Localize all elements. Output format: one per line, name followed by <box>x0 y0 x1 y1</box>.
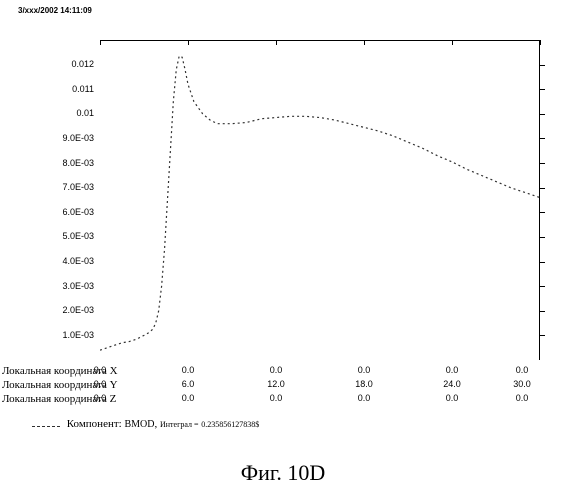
x-tick-mark <box>364 40 365 45</box>
y-tick-mark <box>540 335 545 336</box>
x-row-value: 0.0 <box>498 393 546 403</box>
y-tick-mark <box>540 138 545 139</box>
x-row-value: 0.0 <box>164 365 212 375</box>
x-row-value: 0.0 <box>164 393 212 403</box>
y-tick-mark <box>540 212 545 213</box>
y-tick-label: 2.0E-03 <box>0 305 94 315</box>
y-tick-mark <box>540 286 545 287</box>
x-row-value: 0.0 <box>340 393 388 403</box>
x-row-value: 30.0 <box>498 379 546 389</box>
y-tick-label: 9.0E-03 <box>0 133 94 143</box>
y-tick-label: 1.0E-03 <box>0 330 94 340</box>
series-line <box>100 56 540 350</box>
y-tick-label: 0.011 <box>0 84 94 94</box>
legend-integral-value: 0.235856127838$ <box>201 420 259 429</box>
x-row-value: 0.0 <box>76 379 124 389</box>
y-tick-mark <box>540 237 545 238</box>
x-row-value: 6.0 <box>164 379 212 389</box>
y-tick-mark <box>540 188 545 189</box>
legend-integral-label: Интеграл = <box>160 420 199 429</box>
x-tick-mark <box>276 40 277 45</box>
x-row-value: 0.0 <box>76 393 124 403</box>
y-tick-mark <box>540 114 545 115</box>
y-tick-label: 4.0E-03 <box>0 256 94 266</box>
y-tick-label: 0.01 <box>0 108 94 118</box>
legend-swatch <box>32 421 60 427</box>
chart-plot-area <box>100 40 540 360</box>
x-row-value: 0.0 <box>252 393 300 403</box>
x-row-value: 0.0 <box>498 365 546 375</box>
y-tick-mark <box>540 262 545 263</box>
x-tick-mark <box>100 40 101 45</box>
x-tick-mark <box>188 40 189 45</box>
x-row-value: 18.0 <box>340 379 388 389</box>
figure-caption: Фиг. 10D <box>0 460 566 486</box>
y-tick-mark <box>540 163 545 164</box>
x-tick-mark <box>452 40 453 45</box>
y-tick-mark <box>540 89 545 90</box>
x-row-value: 24.0 <box>428 379 476 389</box>
y-tick-label: 6.0E-03 <box>0 207 94 217</box>
y-tick-label: 5.0E-03 <box>0 231 94 241</box>
y-tick-label: 0.012 <box>0 59 94 69</box>
y-tick-mark <box>540 65 545 66</box>
x-tick-mark <box>540 40 541 45</box>
x-row-value: 0.0 <box>340 365 388 375</box>
x-row-value: 0.0 <box>252 365 300 375</box>
y-tick-mark <box>540 311 545 312</box>
x-row-value: 0.0 <box>76 365 124 375</box>
legend-component: BMOD <box>124 419 154 430</box>
y-tick-label: 8.0E-03 <box>0 158 94 168</box>
y-tick-label: 3.0E-03 <box>0 281 94 291</box>
legend-label: Компонент: <box>67 418 122 430</box>
datestamp-label: 3/xxx/2002 14:11:09 <box>18 6 92 15</box>
chart-series-svg <box>100 40 540 360</box>
x-row-value: 0.0 <box>428 393 476 403</box>
chart-legend: Компонент: BMOD, Интеграл = 0.2358561278… <box>32 418 259 430</box>
y-tick-label: 7.0E-03 <box>0 182 94 192</box>
x-row-value: 0.0 <box>428 365 476 375</box>
x-row-value: 12.0 <box>252 379 300 389</box>
